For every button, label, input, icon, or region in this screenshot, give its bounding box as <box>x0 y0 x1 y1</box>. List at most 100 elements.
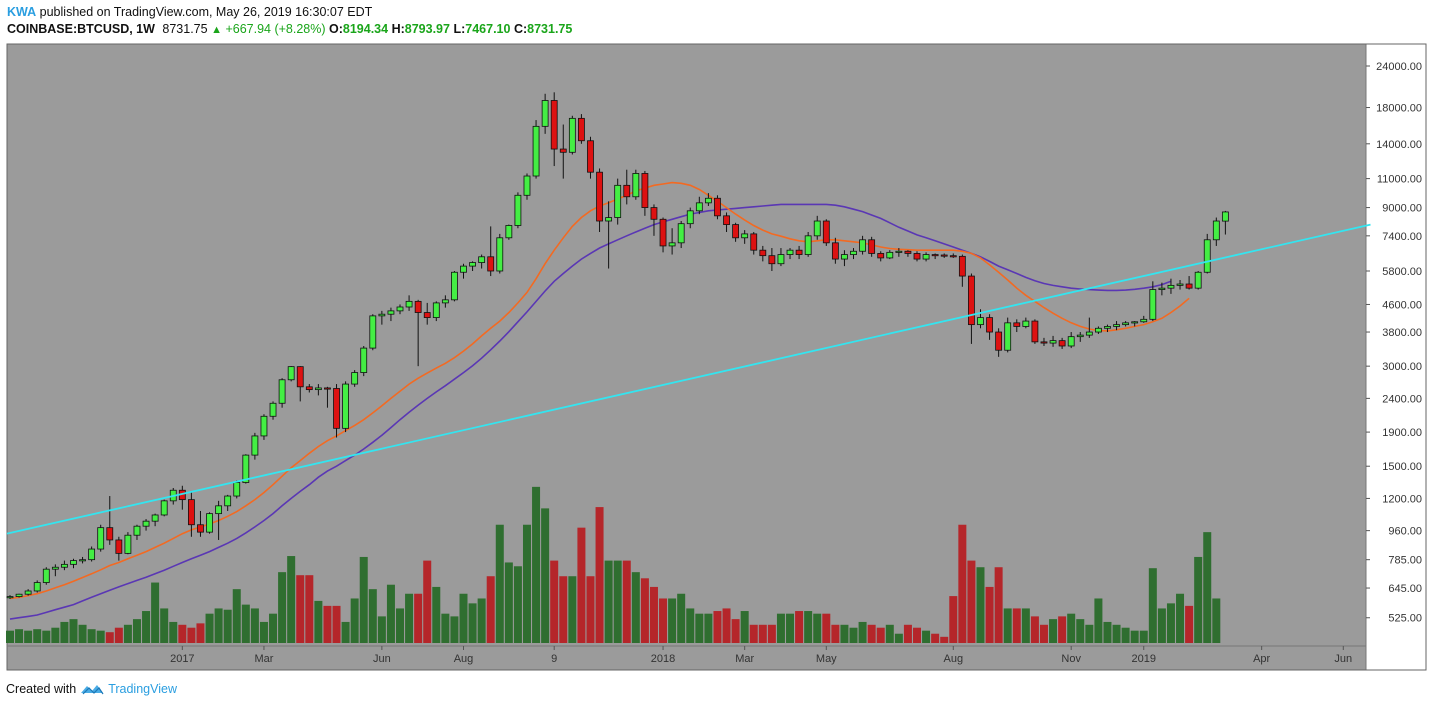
volume-bar <box>6 630 14 643</box>
volume-bar <box>577 527 586 643</box>
candle-body <box>1203 239 1211 273</box>
volume-bar <box>813 613 822 643</box>
volume-bar <box>296 575 305 643</box>
volume-bar <box>1148 568 1157 643</box>
price-change: +667.94 (+8.28%) <box>225 22 326 36</box>
candle-body <box>233 482 241 497</box>
volume-bar <box>114 627 123 643</box>
candle-body <box>269 402 277 417</box>
candle-body <box>1185 283 1193 289</box>
plot-background[interactable] <box>7 44 1366 670</box>
y-tick-label: 1500.00 <box>1382 461 1422 473</box>
ohlc-legend: COINBASE:BTCUSD, 1W 8731.75 ▲ +667.94 (+… <box>7 22 572 36</box>
volume-bar <box>822 613 831 643</box>
volume-bar <box>151 582 160 643</box>
candle-body <box>206 513 213 533</box>
candle-body <box>1040 341 1048 344</box>
candle-body <box>396 306 404 312</box>
volume-bar <box>704 613 713 643</box>
volume-bar <box>323 605 332 643</box>
volume-bar <box>568 576 577 643</box>
candle-body <box>859 239 866 252</box>
candle-body <box>641 173 649 208</box>
volume-bar <box>532 486 541 643</box>
tradingview-brand[interactable]: TradingView <box>108 682 177 696</box>
candle-body <box>868 239 876 254</box>
candle-body <box>124 534 132 554</box>
candle-body <box>33 582 41 592</box>
candle-body <box>324 387 331 390</box>
candle-body <box>958 255 966 277</box>
y-tick-label: 9000.00 <box>1382 203 1422 215</box>
volume-bar <box>894 633 903 643</box>
y-tick-label: 525.00 <box>1388 613 1422 625</box>
volume-bar <box>1130 630 1139 643</box>
volume-bar <box>269 613 278 643</box>
volume-bar <box>1039 624 1048 643</box>
candle-body <box>532 125 540 177</box>
candle-body <box>786 249 794 255</box>
candle-body <box>995 331 1003 351</box>
volume-bar <box>305 575 314 643</box>
x-tick-label: May <box>816 653 837 665</box>
candle-body <box>432 302 440 318</box>
candle-body <box>405 300 413 308</box>
volume-bar <box>486 576 495 643</box>
volume-bar <box>96 630 105 643</box>
trendline <box>6 223 1371 535</box>
candle-body <box>1167 284 1175 289</box>
y-tick-label: 3800.00 <box>1382 327 1422 339</box>
author-name[interactable]: KWA <box>7 5 37 19</box>
volume-bar <box>105 632 114 643</box>
volume-bar <box>940 636 949 643</box>
x-tick-label: Nov <box>1061 653 1081 665</box>
volume-bar <box>686 608 695 643</box>
y-tick-label: 4600.00 <box>1382 299 1422 311</box>
volume-bar <box>613 560 622 643</box>
y-axis-ticks: 24000.00 18000.00 14000.00 11000.00 9000.00 7… <box>1366 61 1422 625</box>
candle-body <box>79 559 86 562</box>
candle-body <box>677 223 685 244</box>
volume-bar <box>468 603 477 643</box>
volume-bar <box>1121 627 1130 643</box>
volume-bar <box>1085 624 1094 643</box>
candle-body <box>704 197 712 204</box>
open-value: 8194.34 <box>342 22 389 36</box>
candle-body <box>1176 283 1184 286</box>
candle-body <box>723 215 730 225</box>
volume-bar <box>1166 603 1175 643</box>
volume-bar <box>504 562 513 643</box>
volume-bar <box>414 593 423 643</box>
volume-bar <box>160 608 169 643</box>
candle-body <box>623 184 631 198</box>
candle-body <box>496 237 504 272</box>
candle-body <box>1076 334 1084 338</box>
candle-body <box>1122 322 1130 326</box>
candle-body <box>940 254 948 257</box>
volume-bar <box>949 596 958 643</box>
x-tick-label: Aug <box>943 653 963 665</box>
volume-bar <box>740 611 749 643</box>
volume-bar <box>123 624 132 643</box>
candle-body <box>42 568 50 583</box>
low-label: L: <box>453 22 466 36</box>
candle-body <box>578 117 585 142</box>
candle-body <box>1212 220 1220 241</box>
volume-bar <box>405 593 414 643</box>
y-tick-label: 14000.00 <box>1376 139 1422 151</box>
candle-body <box>441 299 449 304</box>
volume-bar <box>60 621 69 643</box>
volume-bar <box>649 586 658 643</box>
volume-bars <box>6 486 1221 643</box>
candle-body <box>605 217 613 222</box>
candle-body <box>1194 271 1202 289</box>
candle-body <box>360 347 368 373</box>
x-tick-label: Apr <box>1253 653 1270 665</box>
volume-bar <box>967 560 976 643</box>
volume-bar <box>1203 532 1212 643</box>
candle-body <box>451 271 458 301</box>
volume-bar <box>922 630 931 643</box>
candle-body <box>378 313 386 317</box>
volume-bar <box>223 609 232 643</box>
